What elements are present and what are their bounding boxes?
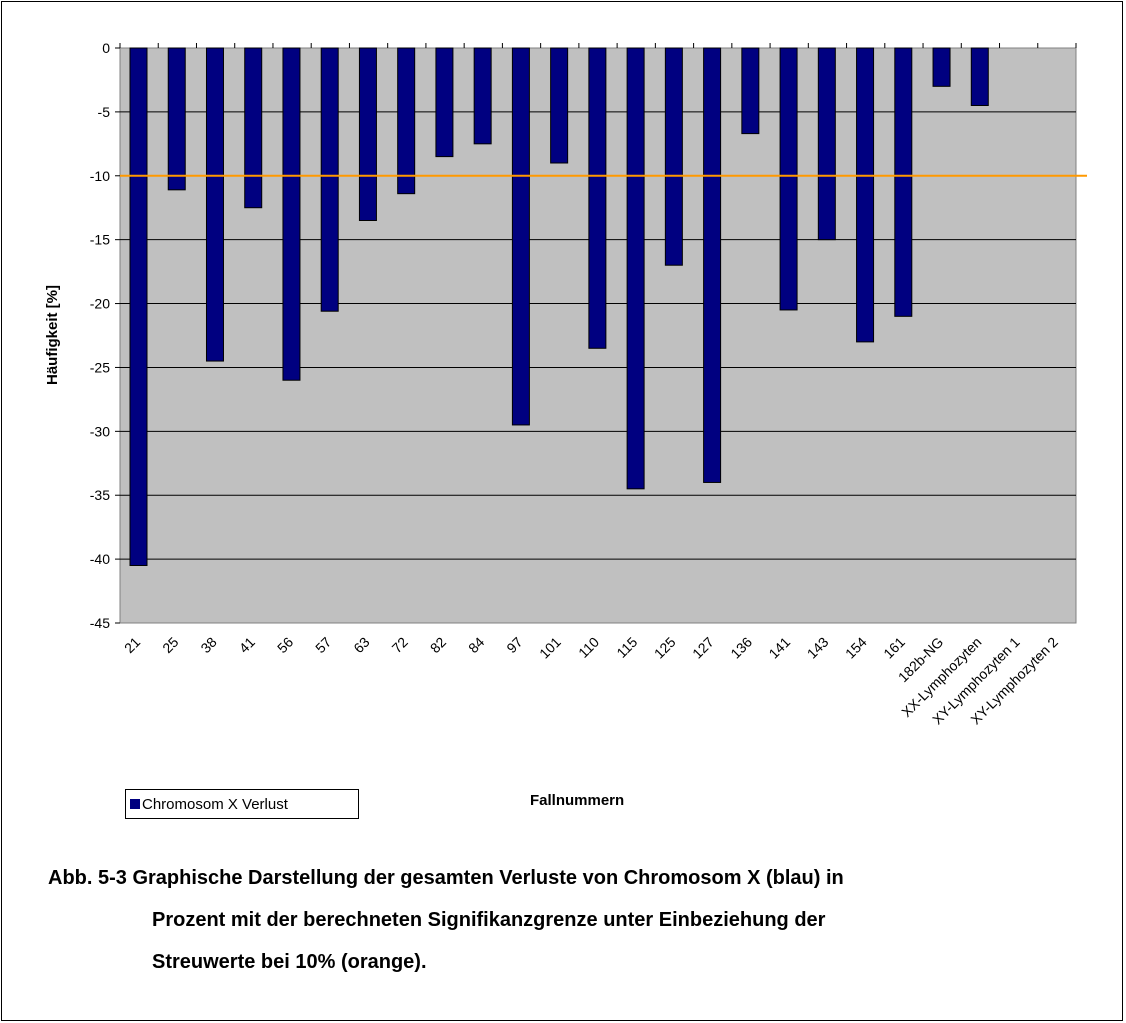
x-tick-label: 57: [312, 634, 334, 656]
caption-line-1: Abb. 5-3 Graphische Darstellung der gesa…: [48, 867, 844, 889]
bar: [626, 47, 645, 490]
bar: [741, 47, 760, 135]
x-tick-label: 97: [503, 634, 525, 656]
bar: [817, 47, 836, 241]
legend-swatch: [130, 799, 140, 809]
y-tick-label: -25: [90, 359, 110, 375]
bar: [435, 47, 454, 158]
bar: [779, 47, 798, 311]
legend-label: Chromosom X Verlust: [142, 795, 288, 813]
x-tick-label: 72: [389, 634, 411, 656]
bar: [664, 47, 683, 266]
bar: [588, 47, 607, 349]
bar: [511, 47, 530, 426]
x-tick-label: 115: [613, 634, 640, 661]
x-tick-label: 141: [765, 634, 793, 662]
y-tick-label: -20: [90, 296, 110, 312]
x-tick-label: 127: [689, 634, 717, 662]
y-tick-label: -35: [90, 487, 110, 503]
bar: [358, 47, 377, 221]
bar: [129, 47, 148, 566]
bar: [282, 47, 301, 381]
x-tick-label: 110: [575, 634, 602, 661]
bar: [932, 47, 951, 87]
bar: [397, 47, 416, 195]
x-tick-label: 25: [159, 634, 181, 656]
x-tick-label: 82: [427, 634, 449, 656]
x-tick-label: 21: [121, 634, 143, 656]
y-tick-label: -45: [90, 615, 110, 631]
legend: Chromosom X Verlust: [125, 789, 359, 819]
bar: [703, 47, 722, 483]
x-tick-label: 101: [536, 634, 564, 662]
bar: [205, 47, 224, 362]
bar: [550, 47, 569, 164]
figure-caption: Abb. 5-3 Graphische Darstellung der gesa…: [48, 857, 1108, 983]
x-tick-label: 63: [350, 634, 372, 656]
x-tick-label: 125: [651, 634, 679, 662]
y-tick-label: -15: [90, 232, 110, 248]
y-tick-label: 0: [102, 40, 110, 56]
x-tick-label: 84: [465, 634, 487, 656]
x-tick-label: 38: [197, 634, 219, 656]
bar: [473, 47, 492, 145]
y-tick-label: -40: [90, 551, 110, 567]
caption-line-3: Streuwerte bei 10% (orange).: [152, 951, 427, 973]
bar: [856, 47, 875, 343]
y-tick-label: -10: [90, 168, 110, 184]
y-tick-label: -5: [98, 104, 111, 120]
bar: [167, 47, 186, 191]
x-tick-label: 41: [236, 634, 258, 656]
x-axis-label: Fallnummern: [530, 792, 625, 809]
x-tick-label: 154: [842, 634, 870, 662]
bar: [894, 47, 913, 317]
x-tick-label: 143: [804, 634, 832, 662]
x-tick-label: 161: [880, 634, 908, 662]
x-tick-label: 136: [727, 634, 755, 662]
bar: [244, 47, 263, 209]
bar: [970, 47, 989, 106]
y-tick-label: -30: [90, 423, 110, 439]
bar: [320, 47, 339, 312]
caption-line-2: Prozent mit der berechneten Signifikanzg…: [152, 909, 826, 931]
x-tick-label: 56: [274, 634, 296, 656]
y-axis-label: Häufigkeit [%]: [44, 285, 61, 385]
